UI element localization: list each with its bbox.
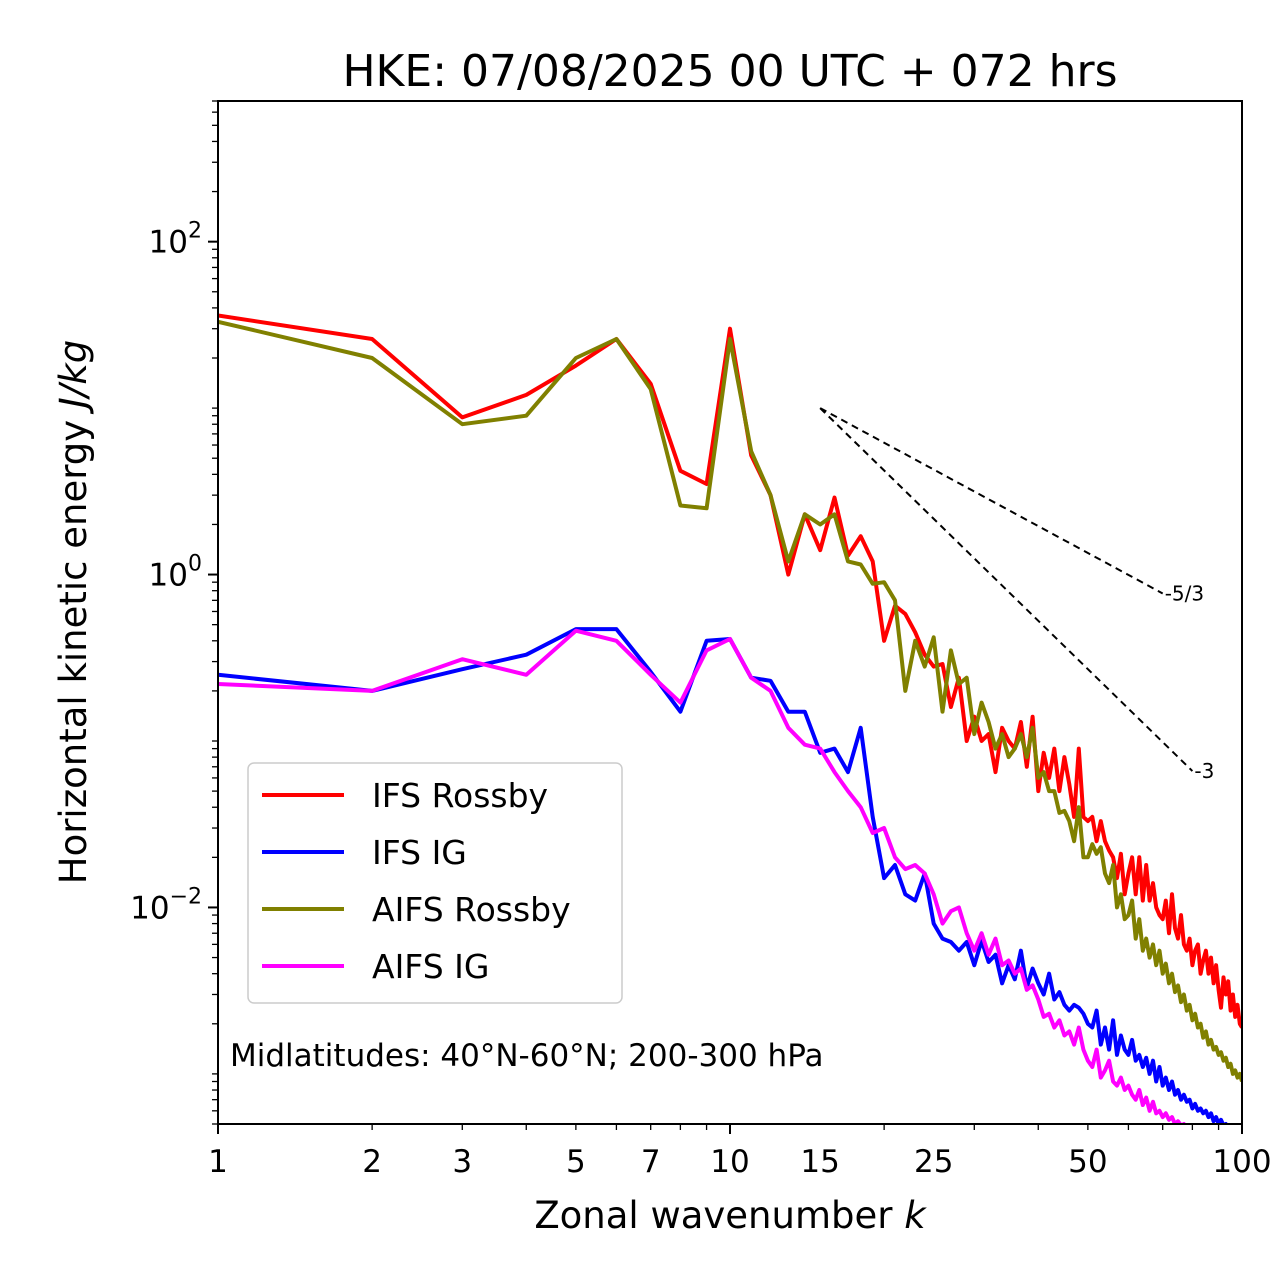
- x-tick-label: 10: [710, 1144, 749, 1180]
- y-axis-ticks: 10−2 100 102: [130, 100, 218, 1125]
- legend-box: [247, 762, 623, 1004]
- x-tick-label: 15: [800, 1144, 839, 1180]
- chart-title: HKE: 07/08/2025 00 UTC + 072 hrs: [342, 46, 1117, 97]
- slope-line-minus-three: [819, 407, 1194, 772]
- legend: IFS Rossby IFS IG AIFS Rossby AIFS IG: [247, 762, 623, 1004]
- y-tick-label: 100: [149, 552, 202, 594]
- series-line-ifs-rossby: [218, 313, 1242, 1029]
- legend-label-aifs-ig: AIFS IG: [372, 947, 489, 986]
- y-tick-label: 102: [149, 219, 202, 261]
- x-axis-label: Zonal wavenumber k: [534, 1194, 927, 1237]
- legend-label-aifs-rossby: AIFS Rossby: [372, 890, 571, 929]
- reference-slopes: -5/3 -3: [819, 407, 1214, 783]
- series-line-ifs-ig: [218, 627, 1229, 1124]
- x-tick-label: 100: [1212, 1144, 1271, 1180]
- x-tick-label: 2: [362, 1144, 382, 1180]
- x-tick-label: 1: [208, 1144, 228, 1180]
- x-tick-label: 5: [566, 1144, 586, 1180]
- y-tick-label: 10−2: [130, 884, 202, 926]
- y-axis-label: Horizontal kinetic energy J/kg: [52, 340, 95, 884]
- x-tick-label: 7: [641, 1144, 661, 1180]
- legend-label-ifs-ig: IFS IG: [372, 833, 467, 872]
- series-layer: [218, 313, 1242, 1124]
- series-line-aifs-rossby: [218, 319, 1242, 1083]
- x-axis-ticks: 1 2 3 5 7 10 15 25 50 100: [208, 1124, 1272, 1180]
- slope-line-minus-three-label: -3: [1194, 759, 1214, 783]
- slope-line-five-thirds-label: -5/3: [1165, 581, 1204, 605]
- legend-label-ifs-rossby: IFS Rossby: [372, 776, 548, 815]
- series-line-aifs-ig: [218, 628, 1187, 1124]
- slope-line-five-thirds: [819, 407, 1164, 595]
- x-tick-label: 3: [452, 1144, 472, 1180]
- x-tick-label: 25: [914, 1144, 953, 1180]
- region-annotation: Midlatitudes: 40°N-60°N; 200-300 hPa: [230, 1038, 824, 1074]
- x-tick-label: 50: [1068, 1144, 1107, 1180]
